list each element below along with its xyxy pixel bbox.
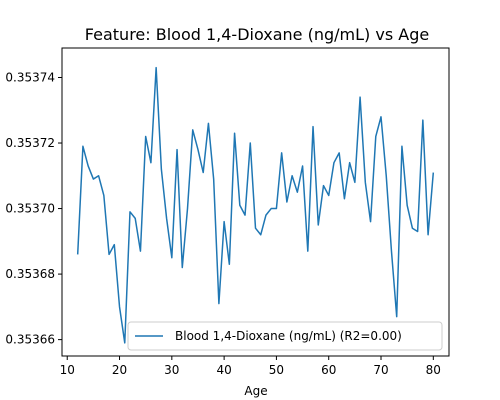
y-axis-ticks: 0.35366 0.35368 0.35370 0.35372 0.35374	[5, 70, 62, 347]
x-tick-label: 40	[216, 363, 231, 377]
legend-box	[127, 321, 443, 351]
x-axis-label: Age	[244, 384, 267, 398]
plot-area	[76, 66, 435, 344]
x-tick-label: 30	[164, 363, 179, 377]
x-tick-label: 80	[426, 363, 441, 377]
x-tick-label: 50	[269, 363, 284, 377]
x-tick-label: 10	[60, 363, 75, 377]
y-tick-label: 0.35368	[5, 267, 55, 281]
x-tick-label: 60	[321, 363, 336, 377]
x-axis-ticks: 10 20 30 40 50 60 70 80	[60, 356, 441, 377]
chart-title: Feature: Blood 1,4-Dioxane (ng/mL) vs Ag…	[85, 25, 429, 44]
x-tick-label: 70	[373, 363, 388, 377]
y-tick-label: 0.35372	[5, 136, 55, 150]
series-line-0	[76, 66, 435, 344]
y-tick-label: 0.35370	[5, 202, 55, 216]
y-tick-label: 0.35374	[5, 70, 55, 84]
legend-label: Blood 1,4-Dioxane (ng/mL) (R2=0.00)	[175, 329, 402, 343]
x-tick-label: 20	[112, 363, 127, 377]
y-tick-label: 0.35366	[5, 333, 55, 347]
plot-frame	[61, 47, 450, 357]
series-layer	[76, 66, 435, 344]
legend: Blood 1,4-Dioxane (ng/mL) (R2=0.00)	[127, 321, 443, 351]
